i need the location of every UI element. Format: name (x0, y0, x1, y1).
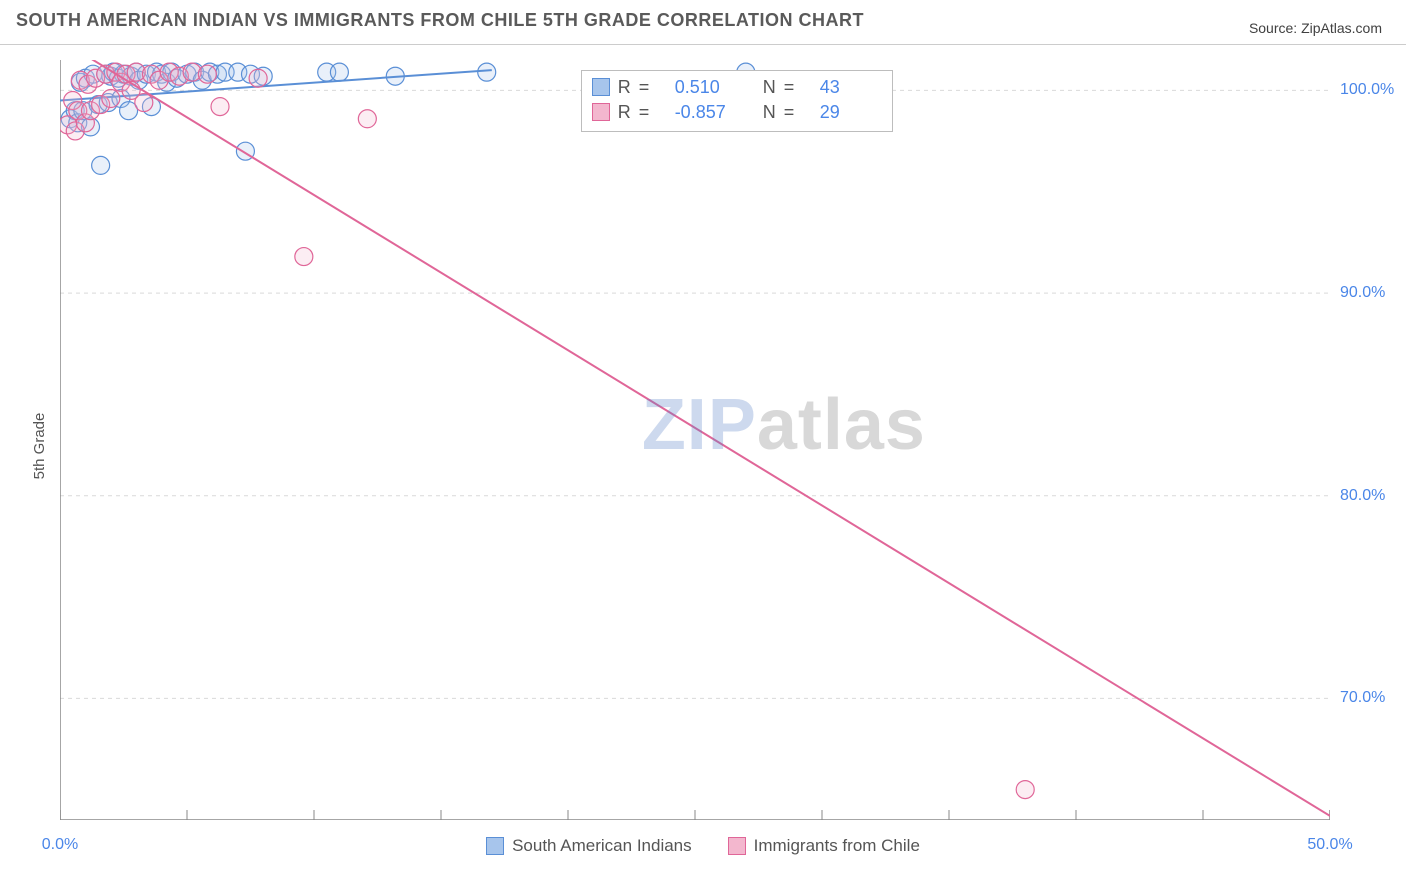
y-tick-label: 90.0% (1340, 284, 1385, 302)
stats-eq: = (639, 77, 667, 98)
y-axis-title: 5th Grade (31, 413, 48, 480)
source-label: Source: (1249, 20, 1301, 36)
stats-label-r: R (618, 77, 631, 98)
stats-n-value: 29 (820, 102, 882, 123)
chart-title: SOUTH AMERICAN INDIAN VS IMMIGRANTS FROM… (16, 10, 864, 30)
legend-label: Immigrants from Chile (754, 836, 920, 856)
stats-eq: = (639, 102, 667, 123)
legend-label: South American Indians (512, 836, 692, 856)
y-tick-label: 70.0% (1340, 689, 1385, 707)
stats-label-n: N (763, 77, 776, 98)
y-tick-label: 80.0% (1340, 487, 1385, 505)
stats-legend-box: R = 0.510 N = 43 R = -0.857 N = 29 (581, 70, 893, 132)
bottom-legend: South American Indians Immigrants from Ch… (0, 828, 1406, 864)
stats-r-value: 0.510 (675, 77, 737, 98)
plot-area: R=0.510 N=43R=-0.857 N=29 ZIPatlas (60, 60, 1330, 820)
stats-label-r: R (618, 102, 631, 123)
source-attribution: Source: ZipAtlas.com (1249, 20, 1382, 36)
stats-r-value: -0.857 (675, 102, 737, 123)
stats-swatch (592, 78, 610, 96)
y-tick-label: 100.0% (1340, 81, 1394, 99)
stats-row: R = -0.857 N = 29 (592, 100, 882, 125)
chart-header: SOUTH AMERICAN INDIAN VS IMMIGRANTS FROM… (0, 0, 1406, 44)
stats-eq: = (784, 77, 812, 98)
stats-n-value: 43 (820, 77, 882, 98)
legend-swatch (486, 837, 504, 855)
legend-swatch (728, 837, 746, 855)
chart-svg (60, 60, 1330, 820)
legend-item: Immigrants from Chile (728, 836, 920, 856)
source-link[interactable]: ZipAtlas.com (1301, 20, 1382, 36)
stats-label-n: N (763, 102, 776, 123)
legend-item: South American Indians (486, 836, 692, 856)
stats-swatch (592, 103, 610, 121)
stats-eq: = (784, 102, 812, 123)
y-tick-labels: 70.0% 80.0% 90.0% 100.0% (1340, 60, 1406, 820)
stats-row: R = 0.510 N = 43 (592, 75, 882, 100)
header-divider (0, 44, 1406, 45)
